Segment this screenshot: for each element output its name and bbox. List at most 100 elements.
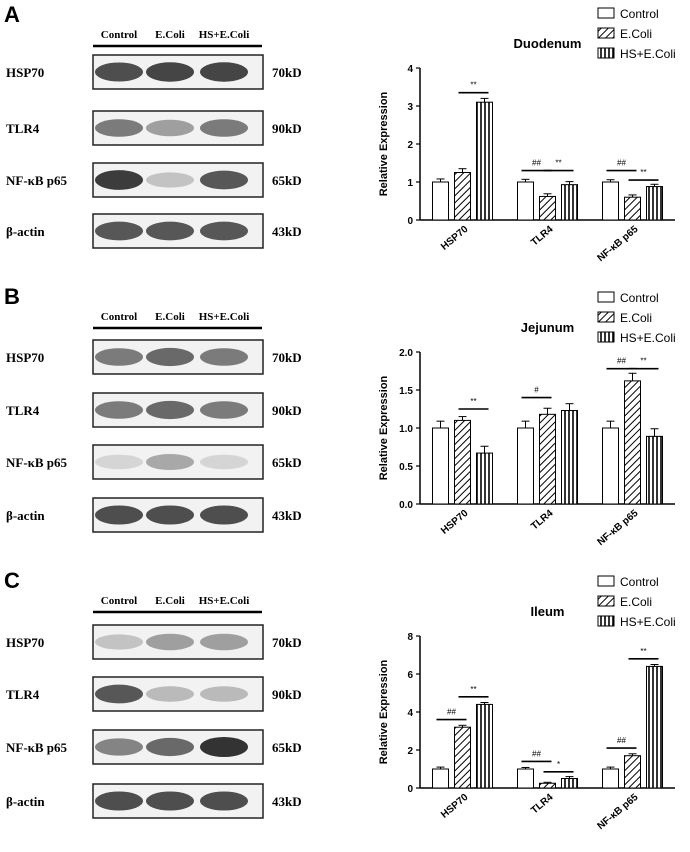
legend-swatch-2: [597, 615, 615, 627]
protein-label-2: NF-κB p65: [6, 740, 68, 755]
protein-label-3: β-actin: [6, 508, 45, 523]
band-3-0: [95, 505, 143, 525]
x-tick-label: TLR4: [529, 508, 556, 533]
protein-label-2: NF-κB p65: [6, 173, 68, 188]
legend-label-0: Control: [620, 575, 659, 589]
x-tick-label: TLR4: [529, 224, 556, 249]
band-3-2: [200, 505, 248, 525]
y-tick-label: 3: [407, 102, 413, 113]
bar-NF-κB p65-HS+E.Coli: [646, 435, 663, 505]
band-1-0: [95, 401, 143, 419]
x-tick-label: NF-κB p65: [595, 224, 640, 265]
lane-label-1: E.Coli: [155, 29, 185, 41]
bar-NF-κB p65-E.Coli: [624, 755, 641, 789]
significance-mark: **: [640, 357, 646, 366]
bar-NF-κB p65-Control: [602, 427, 619, 505]
size-label-1: 90kD: [272, 687, 302, 702]
western-blot-b: Control E.Coli HS+E.Coli HSP70 70kD TLR4 90kD N…: [6, 311, 302, 533]
band-0-2: [200, 633, 248, 651]
panel-letter-b: B: [4, 284, 20, 309]
bar-TLR4-HS+E.Coli: [561, 184, 578, 221]
chart-title: Ileum: [531, 604, 565, 619]
band-0-0: [95, 62, 143, 82]
bar-TLR4-Control: [517, 427, 534, 505]
size-label-2: 65kD: [272, 455, 302, 470]
y-tick-label: 2: [407, 140, 413, 151]
bar-TLR4-E.Coli: [539, 413, 556, 505]
bar-HSP70-Control: [432, 768, 449, 789]
size-label-3: 43kD: [272, 224, 302, 239]
lane-label-0: Control: [101, 311, 137, 323]
y-tick-label: 4: [407, 708, 413, 719]
bar-chart-duodenum: Duodenum Relative Expression 0 1 2 3 4 HSP70 ** T…: [378, 7, 676, 265]
legend-swatch-0: [597, 291, 615, 303]
legend-label-0: Control: [620, 7, 659, 21]
size-label-2: 65kD: [272, 173, 302, 188]
legend-label-2: HS+E.Coli: [620, 47, 676, 61]
size-label-0: 70kD: [272, 65, 302, 80]
y-tick-label: 1: [407, 178, 413, 189]
bar-NF-κB p65-Control: [602, 768, 619, 789]
legend-label-2: HS+E.Coli: [620, 331, 676, 345]
y-tick-label: 2: [407, 746, 413, 757]
legend-swatch-2: [597, 47, 615, 59]
western-blot-a: Control E.Coli HS+E.Coli HSP70 70kD TLR4 90kD N…: [6, 29, 302, 249]
protein-label-0: HSP70: [6, 65, 44, 80]
bar-TLR4-HS+E.Coli: [561, 778, 578, 789]
y-axis-label: Relative Expression: [378, 375, 390, 480]
legend-label-0: Control: [620, 291, 659, 305]
bar-HSP70-HS+E.Coli: [476, 101, 493, 221]
lane-label-1: E.Coli: [155, 311, 185, 323]
band-0-0: [95, 348, 143, 366]
size-label-0: 70kD: [272, 350, 302, 365]
size-label-2: 65kD: [272, 740, 302, 755]
y-tick-label: 1.0: [399, 424, 413, 435]
band-3-2: [200, 221, 248, 241]
protein-label-1: TLR4: [6, 121, 40, 136]
x-tick-label: NF-κB p65: [595, 508, 640, 549]
legend-label-2: HS+E.Coli: [620, 615, 676, 629]
significance-mark: **: [470, 685, 476, 694]
band-1-2: [200, 686, 248, 702]
size-label-1: 90kD: [272, 403, 302, 418]
band-3-2: [200, 791, 248, 811]
x-tick-label: HSP70: [439, 508, 471, 537]
legend-label-1: E.Coli: [620, 311, 652, 325]
band-1-2: [200, 119, 248, 137]
band-2-0: [95, 738, 143, 756]
band-2-0: [95, 170, 143, 190]
bar-NF-κB p65-E.Coli: [624, 196, 641, 221]
legend-swatch-1: [597, 27, 615, 39]
significance-mark: ##: [532, 749, 541, 758]
size-label-3: 43kD: [272, 508, 302, 523]
legend-swatch-2: [597, 331, 615, 343]
significance-mark: **: [470, 81, 476, 90]
significance-mark: **: [640, 647, 646, 656]
bar-TLR4-HS+E.Coli: [561, 410, 578, 505]
y-tick-label: 1.5: [399, 386, 413, 397]
legend-label-1: E.Coli: [620, 595, 652, 609]
legend-swatch-0: [597, 575, 615, 587]
bar-NF-κB p65-HS+E.Coli: [646, 665, 663, 789]
size-label-3: 43kD: [272, 794, 302, 809]
bar-chart-jejunum: Jejunum Relative Expression 0.0 0.5 1.0 1.5 2.…: [378, 291, 676, 549]
protein-label-1: TLR4: [6, 403, 40, 418]
significance-mark: #: [534, 386, 539, 395]
band-3-0: [95, 221, 143, 241]
significance-mark: ##: [447, 708, 456, 717]
bar-HSP70-E.Coli: [454, 172, 471, 221]
chart-title: Jejunum: [521, 320, 574, 335]
significance-mark: **: [640, 168, 646, 177]
y-tick-label: 4: [407, 64, 413, 75]
x-tick-label: TLR4: [529, 792, 556, 817]
y-tick-label: 0: [407, 216, 413, 227]
western-blot-c: Control E.Coli HS+E.Coli HSP70 70kD TLR4 90kD N…: [6, 595, 302, 819]
significance-mark: ##: [617, 159, 626, 168]
band-3-0: [95, 791, 143, 811]
band-1-2: [200, 401, 248, 419]
lane-label-0: Control: [101, 595, 137, 607]
band-3-1: [146, 221, 194, 241]
y-tick-label: 8: [407, 632, 413, 643]
band-0-1: [146, 347, 194, 367]
band-1-1: [146, 686, 194, 702]
